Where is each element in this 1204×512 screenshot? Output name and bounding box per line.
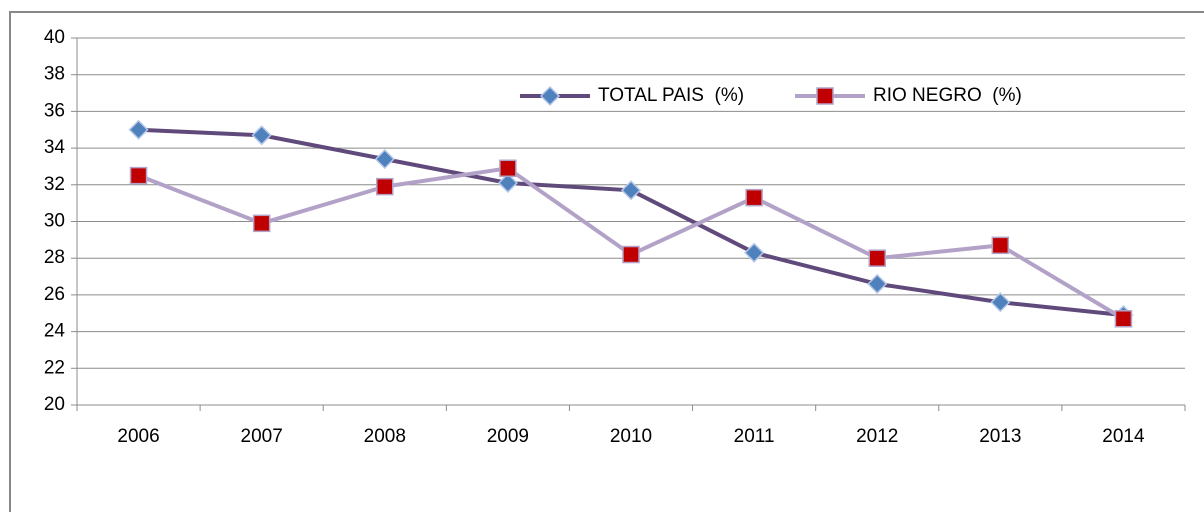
y-tick-label: 22 <box>44 357 65 378</box>
legend-marker <box>816 87 834 105</box>
data-point <box>868 249 886 267</box>
data-point <box>128 119 149 140</box>
legend-marker <box>539 85 561 107</box>
y-tick-label: 28 <box>44 247 65 268</box>
x-tick-label: 2014 <box>1102 426 1145 447</box>
y-tick-label: 26 <box>44 284 65 305</box>
data-point <box>1114 310 1133 328</box>
data-point <box>374 149 395 170</box>
legend-label: RIO NEGRO (%) <box>873 85 1022 106</box>
data-point <box>990 292 1011 313</box>
data-point <box>744 242 765 263</box>
x-tick-label: 2006 <box>117 426 159 447</box>
y-tick-label: 30 <box>44 211 65 232</box>
legend-label: TOTAL PAIS (%) <box>598 85 744 106</box>
data-point <box>867 273 888 294</box>
x-tick-label: 2009 <box>487 426 529 447</box>
x-tick-label: 2008 <box>364 426 406 447</box>
y-tick-label: 36 <box>44 100 65 121</box>
y-tick-label: 20 <box>44 394 65 415</box>
x-tick-label: 2007 <box>241 426 283 447</box>
x-tick-label: 2011 <box>734 426 775 447</box>
data-point <box>251 125 272 146</box>
x-tick-label: 2010 <box>610 426 652 447</box>
data-point <box>622 245 640 264</box>
data-point <box>497 172 518 194</box>
data-point <box>376 177 394 196</box>
chart-frame <box>9 11 1204 512</box>
data-point <box>620 180 642 201</box>
y-tick-label: 24 <box>44 321 66 342</box>
data-point <box>129 166 148 185</box>
y-tick-label: 40 <box>44 27 65 48</box>
y-tick-label: 32 <box>44 174 65 195</box>
y-tick-label: 38 <box>44 64 65 85</box>
x-tick-label: 2012 <box>856 426 898 447</box>
y-tick-label: 34 <box>44 137 66 158</box>
data-point <box>252 214 271 233</box>
data-point <box>991 236 1010 255</box>
data-point <box>745 188 763 207</box>
data-point <box>499 159 517 178</box>
x-tick-label: 2013 <box>979 426 1021 447</box>
